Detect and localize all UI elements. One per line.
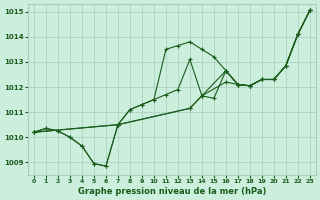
X-axis label: Graphe pression niveau de la mer (hPa): Graphe pression niveau de la mer (hPa) [78,187,266,196]
